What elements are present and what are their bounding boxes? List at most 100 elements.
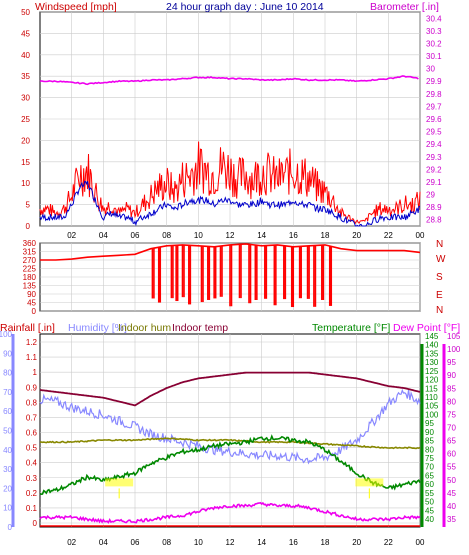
rainfall-tick-label: 0.2	[26, 489, 38, 498]
compass-label: N	[436, 305, 443, 316]
sun-marker-label	[355, 478, 384, 487]
barometer-tick-label: 29.7	[426, 102, 442, 111]
barometer-tick-label: 29.5	[426, 128, 442, 137]
humidity-tick-label: 0	[8, 523, 13, 532]
humidity-tick-label: 80	[3, 369, 12, 378]
windspeed-tick-label: 30	[21, 94, 30, 103]
dew-point-tick-label: 90	[447, 371, 456, 380]
direction-tick-label: 0	[32, 307, 37, 316]
barometer-tick-label: 29.2	[426, 165, 442, 174]
temperature-tick-label: 135	[425, 349, 439, 358]
rainfall-tick-label: 0.7	[26, 413, 38, 422]
wind-time-tick-label: 08	[162, 231, 171, 240]
rainfall-tick-label: 1.1	[26, 353, 38, 362]
temperature-tick-label: 60	[425, 480, 434, 489]
wind-time-tick-label: 20	[352, 231, 361, 240]
climate-time-tick-label: 20	[352, 538, 361, 547]
dew-point-tick-label: 70	[447, 424, 456, 433]
humidity-tick-label: 20	[3, 484, 12, 493]
windspeed-average-line	[39, 180, 421, 227]
axis-ticks: 0510152025303540455028.828.92929.129.229…	[0, 8, 461, 547]
temperature-tick-label: 115	[425, 384, 438, 393]
rainfall-tick-label: 0.6	[26, 429, 38, 438]
climate-time-tick-label: 08	[162, 538, 171, 547]
humidity-tick-label: 50	[3, 427, 12, 436]
dew-point-tick-label: 85	[447, 384, 456, 393]
windspeed-tick-label: 40	[21, 51, 30, 60]
direction-tick-label: 360	[23, 239, 37, 248]
barometer-tick-label: 28.8	[426, 216, 442, 225]
barometer-tick-label: 29.4	[426, 140, 442, 149]
humidity-line	[39, 388, 421, 465]
barometer-tick-label: 30.4	[426, 14, 442, 23]
temperature-tick-label: 40	[425, 515, 434, 524]
windspeed-tick-label: 35	[21, 72, 30, 81]
wind-time-tick-label: 02	[67, 231, 76, 240]
dew-point-line	[39, 501, 421, 524]
humidity-tick-label: 100	[0, 330, 13, 339]
windspeed-axis-label: Windspeed [mph]	[35, 1, 117, 13]
climate-time-tick-label: 18	[321, 538, 330, 547]
dew-point-tick-label: 65	[447, 437, 456, 446]
indoor-hum-legend: Indoor hum	[118, 322, 171, 334]
humidity-tick-label: 30	[3, 465, 12, 474]
temperature-tick-label: 90	[425, 428, 434, 437]
barometer-tick-label: 29	[426, 191, 435, 200]
rainfall-legend: Rainfall [.in]	[0, 322, 55, 334]
series-layer	[39, 75, 421, 527]
temperature-tick-label: 145	[425, 332, 439, 341]
climate-time-tick-label: 02	[67, 538, 76, 547]
wind-time-tick-label: 12	[226, 231, 235, 240]
temperature-tick-label: 45	[425, 506, 434, 515]
temperature-tick-label: 95	[425, 419, 434, 428]
dew-point-tick-label: 80	[447, 397, 456, 406]
compass-label: W	[436, 254, 446, 265]
dew-point-tick-label: 35	[447, 515, 456, 524]
rainfall-tick-label: 0.5	[26, 444, 38, 453]
wind-time-tick-label: 14	[257, 231, 266, 240]
humidity-tick-label: 60	[3, 407, 12, 416]
wind-time-tick-label: 04	[99, 231, 108, 240]
sun-marker-label	[105, 478, 134, 487]
dew-point-tick-label: 100	[447, 345, 461, 354]
climate-time-tick-label: 06	[131, 538, 140, 547]
direction-tick-label: 90	[27, 290, 36, 299]
wind-time-tick-label: 16	[289, 231, 298, 240]
direction-tick-label: 315	[23, 248, 37, 257]
wind-time-tick-label: 00	[416, 231, 425, 240]
compass-label: E	[436, 290, 443, 301]
rainfall-tick-label: 1.2	[26, 338, 38, 347]
compass-label: N	[436, 239, 443, 250]
temperature-tick-label: 125	[425, 367, 439, 376]
temperature-tick-label: 140	[425, 341, 439, 350]
humidity-tick-label: 90	[3, 349, 12, 358]
temperature-tick-label: 70	[425, 463, 434, 472]
indoor-temp-legend: Indoor temp	[172, 322, 228, 334]
climate-time-tick-label: 04	[99, 538, 108, 547]
temperature-tick-label: 75	[425, 454, 434, 463]
windspeed-tick-label: 45	[21, 29, 30, 38]
barometer-tick-label: 30	[426, 65, 435, 74]
temperature-tick-label: 130	[425, 358, 439, 367]
direction-tick-label: 270	[23, 256, 37, 265]
indoor-temp-line	[39, 371, 421, 407]
temperature-tick-label: 105	[425, 402, 439, 411]
humidity-tick-label: 10	[3, 504, 12, 513]
rainfall-tick-label: 1	[33, 368, 38, 377]
humidity-tick-label: 40	[3, 446, 12, 455]
barometer-tick-label: 29.3	[426, 153, 442, 162]
climate-time-tick-label: 10	[194, 538, 203, 547]
dew-point-tick-label: 45	[447, 489, 456, 498]
wind-time-tick-label: 06	[131, 231, 140, 240]
barometer-tick-label: 30.3	[426, 27, 442, 36]
dew-point-tick-label: 50	[447, 476, 456, 485]
windspeed-tick-label: 5	[26, 201, 31, 210]
temperature-tick-label: 120	[425, 376, 439, 385]
wind-grid	[40, 11, 421, 227]
temperature-tick-label: 80	[425, 445, 434, 454]
windspeed-tick-label: 15	[21, 158, 30, 167]
windspeed-tick-label: 20	[21, 136, 30, 145]
rainfall-tick-label: 0.4	[26, 459, 38, 468]
barometer-tick-label: 28.9	[426, 203, 442, 212]
